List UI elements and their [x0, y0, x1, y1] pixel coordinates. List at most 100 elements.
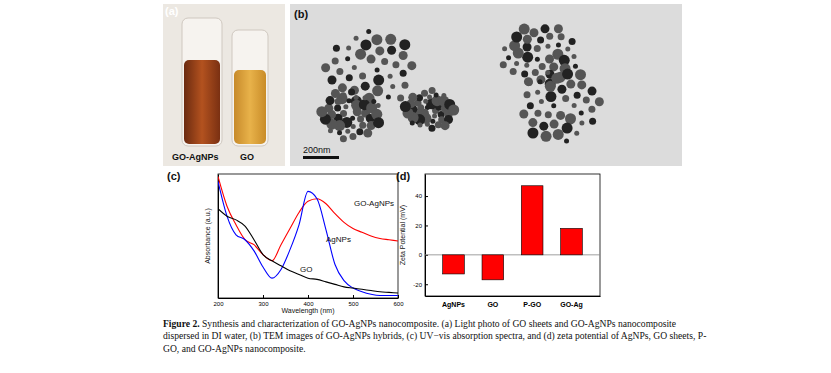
nanoparticle — [521, 71, 528, 78]
photo-panel: (a)GO-AgNPsGO — [163, 4, 285, 166]
bar — [443, 255, 465, 274]
nanoparticle — [421, 90, 428, 97]
y-tick-label: 0 — [419, 252, 423, 258]
x-tick: GO — [487, 296, 498, 308]
bar — [521, 186, 543, 255]
nanoparticle — [408, 93, 417, 102]
nanoparticle — [316, 106, 327, 117]
y-axis-line — [425, 175, 426, 297]
x-tick: 500 — [348, 295, 359, 307]
nanoparticle — [363, 95, 368, 100]
y-tick: 20 — [415, 223, 428, 229]
series-group — [218, 176, 398, 295]
nanoparticle — [328, 128, 333, 133]
nanoparticle — [595, 97, 604, 106]
tem-panel: (b)200nm — [290, 4, 682, 166]
nanoparticle — [397, 94, 404, 101]
nanoparticle — [390, 84, 395, 89]
nanoparticle — [573, 64, 578, 69]
nanoparticle — [335, 98, 342, 105]
nanoparticle — [524, 91, 531, 98]
nanoparticle — [519, 110, 528, 119]
nanoparticle — [354, 36, 359, 41]
nanoparticle — [539, 122, 548, 131]
x-tick-mark — [398, 295, 399, 298]
nanoparticle — [574, 131, 579, 136]
nanoparticle — [514, 61, 519, 66]
nanoparticle — [528, 118, 537, 127]
nanoparticle — [562, 123, 573, 134]
nanoparticle — [564, 139, 569, 144]
plot-frame — [425, 174, 600, 296]
nanoparticle — [541, 131, 552, 142]
nanoparticle — [523, 43, 532, 52]
nanoparticle — [519, 24, 530, 35]
nanoparticle — [346, 46, 351, 51]
photo-label: GO — [240, 152, 254, 162]
tem-bg — [290, 4, 682, 166]
series-line — [218, 209, 398, 293]
x-tick-label: 200 — [213, 301, 224, 307]
nanoparticle — [399, 51, 408, 60]
uv-chart: 200300400500600GO-AgNPsAgNPsGOWavelength… — [167, 170, 404, 315]
caption-label: Figure 2. — [163, 318, 200, 329]
nanoparticle — [545, 44, 550, 49]
nanoparticle — [535, 57, 540, 62]
nanoparticle — [448, 105, 459, 116]
nanoparticle — [523, 35, 532, 44]
x-axis: 200300400500600 — [213, 295, 404, 307]
nanoparticle — [579, 110, 584, 115]
nanoparticle — [429, 87, 436, 94]
nanoparticle — [441, 93, 446, 98]
nanoparticle — [432, 114, 437, 119]
nanoparticle — [321, 63, 330, 72]
series-label: GO-AgNPs — [354, 199, 394, 208]
nanoparticle — [410, 121, 415, 126]
nanoparticle — [551, 103, 556, 108]
nanoparticle — [565, 46, 570, 51]
x-tick-label: 300 — [258, 301, 269, 307]
zeta-chart: -2002040AgNPsGOP-GOGO-AgZeta Potential (… — [396, 170, 601, 309]
plot-frame — [218, 174, 398, 298]
nanoparticle — [375, 68, 380, 73]
y-tick-mark — [425, 225, 428, 226]
nanoparticle — [351, 124, 356, 129]
nanoparticle — [537, 37, 544, 44]
nanoparticle — [556, 42, 561, 47]
nanoparticle — [336, 68, 343, 75]
y-tick: 0 — [419, 252, 428, 258]
nanoparticle — [546, 33, 553, 40]
nanoparticle — [536, 75, 545, 84]
nanoparticle — [569, 38, 576, 45]
nanoparticle — [510, 68, 517, 75]
y-axis-line — [218, 175, 219, 299]
nanoparticle — [348, 88, 355, 95]
x-tick-label: AgNPs — [442, 301, 465, 309]
nanoparticle — [359, 122, 366, 129]
tube — [182, 18, 222, 146]
nanoparticle — [333, 45, 340, 52]
x-tick-mark — [308, 295, 309, 298]
y-axis: -2002040 — [413, 175, 428, 297]
nanoparticle — [425, 122, 430, 127]
nanoparticle — [354, 95, 359, 100]
nanoparticle — [418, 123, 423, 128]
nanoparticle — [556, 111, 565, 120]
x-tick-mark — [263, 295, 264, 298]
tube — [232, 30, 268, 146]
nanoparticle — [386, 95, 391, 100]
nanoparticle — [399, 39, 410, 50]
nanoparticle — [527, 102, 534, 109]
nanoparticle — [427, 94, 432, 99]
bar — [561, 228, 583, 254]
nanoparticle — [577, 80, 586, 89]
nanoparticle — [340, 135, 347, 142]
y-tick-label: 20 — [415, 223, 422, 229]
x-axis-line — [219, 298, 399, 299]
nanoparticle — [532, 69, 539, 76]
nanoparticle — [381, 58, 388, 65]
nanoparticle — [367, 55, 376, 64]
nanoparticle — [557, 85, 566, 94]
nanoparticle — [361, 82, 370, 91]
x-tick-label: 500 — [348, 301, 359, 307]
